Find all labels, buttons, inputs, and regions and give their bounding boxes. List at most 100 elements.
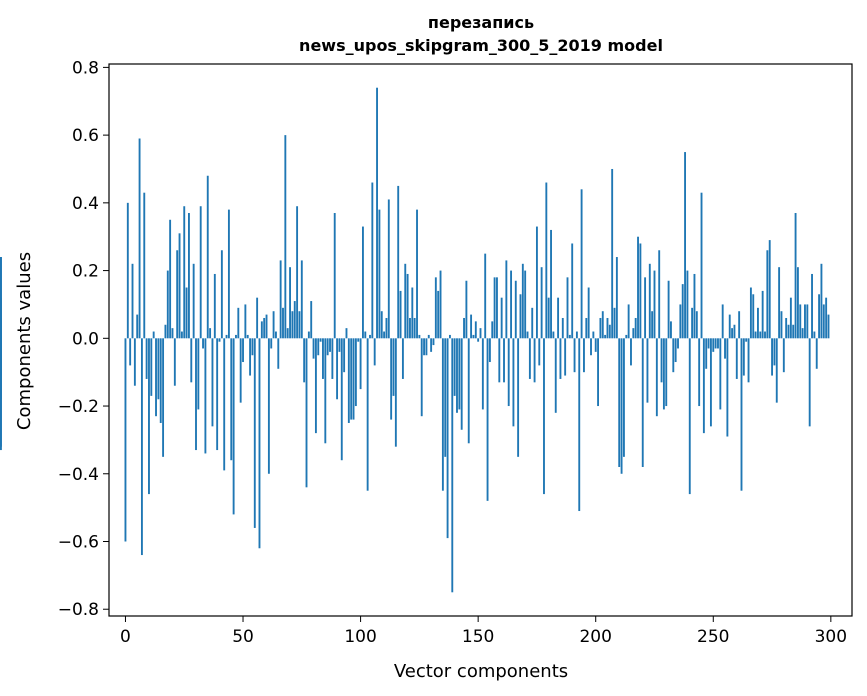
bar — [778, 267, 781, 339]
bar — [340, 338, 343, 461]
bar — [578, 338, 581, 512]
bar — [587, 287, 590, 339]
bar — [761, 290, 764, 339]
bar — [759, 331, 762, 339]
bar — [164, 324, 167, 339]
bar — [439, 270, 442, 339]
bar — [792, 324, 795, 339]
bar — [500, 297, 503, 339]
bar — [799, 304, 802, 339]
bar — [239, 338, 242, 403]
bar — [740, 338, 743, 491]
bar — [458, 338, 461, 410]
bar — [672, 338, 675, 373]
bar — [157, 338, 160, 400]
bar — [155, 338, 157, 417]
bar — [552, 331, 555, 339]
bar — [622, 338, 625, 457]
y-tick-label: −0.4 — [58, 465, 99, 485]
bar — [505, 260, 508, 339]
bar — [517, 338, 520, 457]
bar — [634, 317, 637, 339]
bar — [275, 331, 277, 339]
bar — [658, 250, 661, 339]
bar — [362, 226, 364, 339]
bar — [590, 338, 592, 356]
bar — [688, 338, 691, 495]
bar — [420, 338, 423, 417]
bar — [674, 338, 677, 363]
bar — [670, 321, 672, 339]
bar — [124, 338, 127, 542]
bar — [242, 338, 244, 363]
bar — [660, 338, 663, 383]
bar — [568, 334, 571, 339]
bar — [463, 317, 465, 339]
bar — [413, 317, 416, 339]
bar — [225, 334, 228, 339]
bar — [559, 338, 562, 379]
bar — [698, 338, 701, 407]
bar — [702, 338, 705, 434]
bar — [232, 338, 235, 515]
bar — [684, 152, 686, 339]
bar — [401, 338, 404, 379]
bar — [260, 321, 263, 339]
bar — [416, 209, 418, 339]
bar — [514, 280, 517, 339]
bar — [573, 338, 576, 373]
bar — [564, 338, 567, 376]
bar — [430, 338, 433, 352]
bar — [627, 304, 630, 339]
x-tick-label: 200 — [579, 627, 611, 647]
bar — [721, 304, 724, 339]
y-tick-label: 0.6 — [72, 126, 99, 146]
bar — [695, 311, 698, 339]
bar — [354, 338, 357, 407]
bar — [752, 294, 755, 339]
bar — [717, 338, 719, 349]
bar — [169, 219, 172, 339]
bar — [503, 338, 505, 383]
bar — [380, 311, 383, 339]
bar — [754, 331, 757, 339]
bar — [289, 267, 291, 339]
bar — [359, 338, 362, 390]
bar — [399, 290, 402, 339]
bar — [467, 338, 470, 444]
bars-group — [0, 87, 830, 593]
bar — [808, 338, 811, 427]
bar — [481, 338, 484, 410]
bar — [272, 311, 275, 339]
bar — [218, 338, 221, 342]
bar — [371, 182, 374, 339]
bar — [441, 338, 444, 491]
bar — [180, 331, 183, 339]
y-tick-label: −0.8 — [58, 600, 99, 620]
bar — [199, 206, 202, 339]
bar — [322, 338, 324, 379]
bar — [780, 311, 783, 339]
bar — [197, 338, 200, 410]
bar — [724, 338, 726, 359]
bar — [206, 175, 209, 339]
bar — [606, 317, 609, 339]
bar — [460, 338, 463, 430]
bar — [615, 257, 618, 339]
bar — [498, 338, 501, 383]
bar — [185, 287, 188, 339]
bar — [390, 338, 393, 420]
bar — [749, 287, 752, 339]
bar — [731, 328, 734, 339]
bar — [768, 240, 771, 339]
bar — [258, 338, 261, 549]
bar — [599, 317, 602, 339]
bar — [580, 189, 583, 339]
x-tick-label: 100 — [344, 627, 376, 647]
bar — [293, 301, 296, 339]
bar — [785, 317, 788, 339]
bar — [510, 270, 513, 339]
bar — [712, 338, 715, 352]
y-tick-label: 0.4 — [72, 194, 99, 214]
